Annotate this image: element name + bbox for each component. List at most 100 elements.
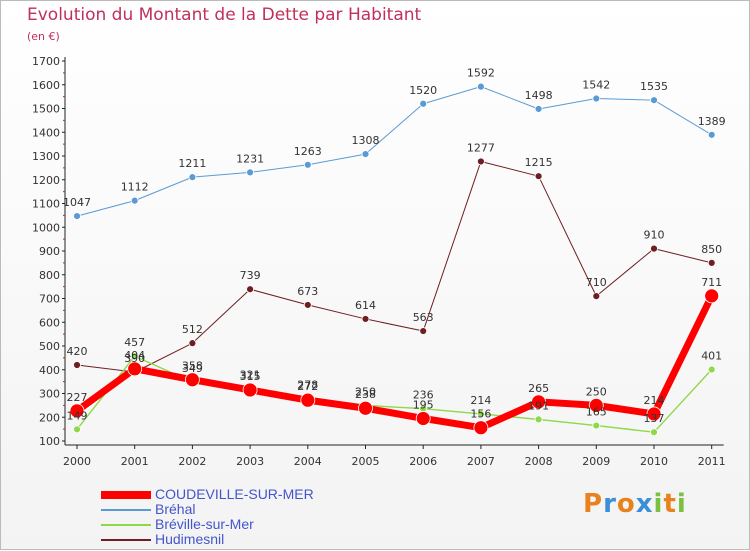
data-point <box>473 420 489 436</box>
data-label: 321 <box>240 369 261 382</box>
data-label: 195 <box>413 398 434 411</box>
data-point <box>130 196 139 205</box>
y-tick-label: 1700 <box>32 55 60 68</box>
data-point <box>650 96 658 105</box>
data-label: 401 <box>701 350 722 363</box>
y-tick-label: 400 <box>39 364 60 377</box>
x-tick-label: 2003 <box>236 455 264 468</box>
y-tick-label: 1200 <box>32 174 60 187</box>
data-label: 1211 <box>178 157 206 170</box>
data-point <box>646 406 662 422</box>
data-point <box>188 339 197 348</box>
y-tick-label: 1400 <box>32 126 60 139</box>
data-point <box>650 244 658 253</box>
data-point <box>184 372 200 388</box>
data-label: 563 <box>413 311 434 324</box>
series-line <box>74 294 715 432</box>
data-label: 238 <box>355 388 376 401</box>
series-br-hal <box>73 82 716 220</box>
data-point <box>588 397 604 413</box>
data-point <box>707 365 716 374</box>
data-point <box>531 394 546 410</box>
x-tick-label: 2001 <box>121 455 149 468</box>
data-label: 739 <box>240 269 261 282</box>
data-label: 272 <box>297 380 318 393</box>
y-tick-label: 200 <box>39 411 60 424</box>
data-point <box>361 150 370 159</box>
data-label: 149 <box>67 409 88 422</box>
data-label: 420 <box>67 345 88 358</box>
data-point <box>707 130 716 139</box>
data-point <box>534 172 543 181</box>
data-label: 850 <box>701 243 722 256</box>
axes: 1002003004005006007008009001000110012001… <box>32 55 726 468</box>
legend-swatch <box>101 509 151 511</box>
data-label: 1215 <box>525 156 553 169</box>
x-tick-label: 2008 <box>525 455 553 468</box>
y-tick-label: 1100 <box>32 198 60 211</box>
data-label: 1498 <box>525 89 553 102</box>
data-point <box>592 421 601 430</box>
data-point <box>650 428 658 437</box>
y-tick-label: 1600 <box>32 79 60 92</box>
series-coudeville-sur-mer <box>69 288 720 436</box>
y-tick-label: 1000 <box>32 221 60 234</box>
legend-item: Bréhal <box>101 501 361 517</box>
data-point <box>73 425 81 434</box>
data-label: 711 <box>701 276 722 289</box>
data-point <box>246 168 255 177</box>
y-tick-label: 1300 <box>32 150 60 163</box>
data-label: 1542 <box>582 79 610 92</box>
data-label: 910 <box>644 229 665 242</box>
series-line <box>76 86 712 217</box>
legend-item: Bréville-sur-Mer <box>101 516 361 532</box>
y-tick-label: 800 <box>39 269 60 282</box>
legend-item: COUDEVILLE-SUR-MER <box>101 486 361 502</box>
data-label: 214 <box>470 394 491 407</box>
data-point <box>300 392 316 408</box>
data-point <box>592 292 601 301</box>
data-point <box>73 361 81 369</box>
data-label: 512 <box>182 323 203 336</box>
logo-letter: r <box>603 489 617 519</box>
x-tick-label: 2005 <box>352 455 380 468</box>
chart-title: Evolution du Montant de la Dette par Hab… <box>27 5 422 25</box>
data-label: 236 <box>413 389 434 402</box>
logo-letter: i <box>676 489 687 519</box>
data-label: 614 <box>355 299 376 312</box>
data-label: 1231 <box>236 152 264 165</box>
legend-label: COUDEVILLE-SUR-MER <box>155 486 314 502</box>
data-label: 404 <box>124 349 145 362</box>
data-point <box>476 82 485 91</box>
series-line <box>76 355 713 433</box>
proxiti-logo: Proxiti <box>583 489 687 519</box>
logo-letter: i <box>653 489 664 519</box>
data-label: 165 <box>586 406 607 419</box>
data-label: 250 <box>586 385 607 398</box>
data-label: 457 <box>124 336 145 349</box>
data-label: 250 <box>355 385 376 398</box>
data-labels: 1047 1112 1211 1231 1263 1308 1520 1592 1498 1542… <box>63 67 726 426</box>
data-point <box>704 288 720 304</box>
data-point <box>73 212 81 220</box>
legend-swatch <box>101 491 151 499</box>
data-label: 278 <box>297 379 318 392</box>
data-label: 349 <box>182 362 203 375</box>
data-label: 156 <box>470 408 491 421</box>
y-tick-label: 100 <box>39 435 60 448</box>
data-point <box>361 315 370 323</box>
legend-swatch <box>101 539 151 541</box>
legend-label: Bréville-sur-Mer <box>155 516 254 532</box>
data-label: 1535 <box>640 80 668 93</box>
x-tick-label: 2011 <box>698 455 726 468</box>
data-point <box>358 400 373 416</box>
y-tick-label: 700 <box>39 293 60 306</box>
data-label: 191 <box>528 399 549 412</box>
logo-letter: o <box>616 489 636 519</box>
data-label: 1047 <box>63 196 91 209</box>
data-point <box>707 258 716 267</box>
legend-label: Hudimesnil <box>155 531 225 547</box>
data-point <box>476 157 485 166</box>
chart-unit: (en €) <box>27 30 60 43</box>
